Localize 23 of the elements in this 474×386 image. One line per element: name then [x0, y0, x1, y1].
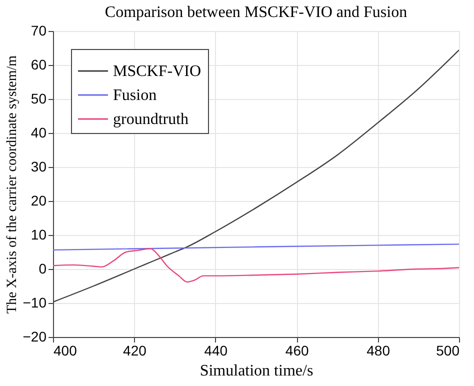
legend-label: MSCKF-VIO: [113, 63, 202, 80]
x-tick-label: 440: [204, 342, 228, 358]
y-tick-label: 20: [30, 192, 47, 208]
y-tick-label: 40: [30, 124, 47, 140]
y-tick-label: 0: [38, 260, 47, 276]
x-tick-label: 460: [285, 342, 309, 358]
legend-label: Fusion: [113, 87, 157, 104]
y-tick-label: 70: [30, 22, 47, 38]
x-tick-label: 400: [54, 342, 78, 358]
line-series: [53, 248, 459, 283]
y-tick-label: −10: [22, 294, 47, 310]
x-tick-label: 500: [436, 342, 460, 358]
x-axis-title: Simulation time/s: [200, 362, 314, 380]
x-tick-label: 420: [123, 342, 147, 358]
y-tick-label: 10: [30, 226, 47, 242]
y-tick-label: 30: [30, 158, 47, 174]
y-tick-label: 60: [30, 56, 47, 72]
chart-title: Comparison between MSCKF-VIO and Fusion: [104, 4, 408, 21]
y-axis-title: The X-axis of the carrier coordinate system/m: [4, 55, 20, 314]
y-tick-label: −20: [22, 328, 47, 344]
legend-label: groundtruth: [113, 111, 189, 128]
x-tick-label: 480: [366, 342, 390, 358]
y-tick-label: 50: [30, 90, 47, 106]
